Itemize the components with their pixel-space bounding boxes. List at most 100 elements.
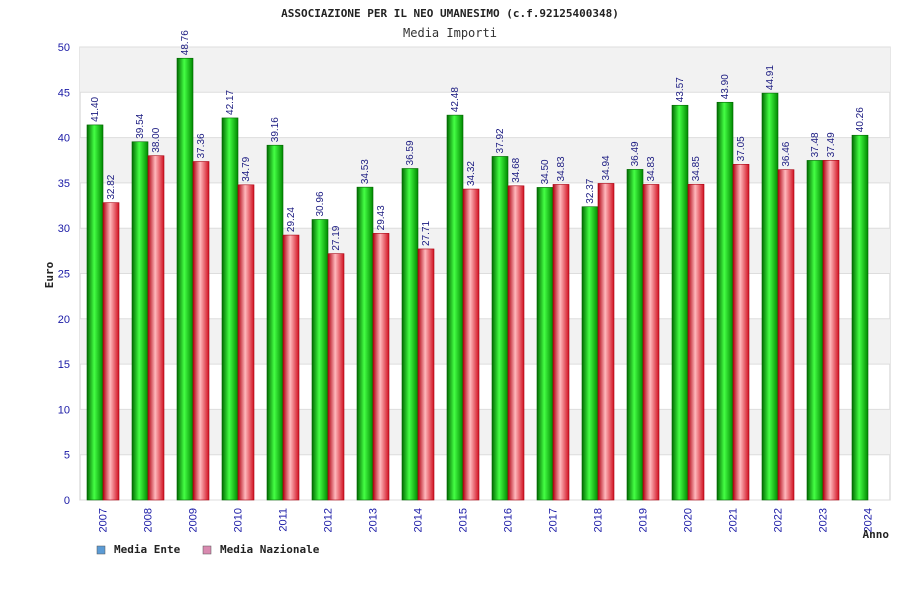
y-tick-label: 20 [58,314,70,326]
bar [491,156,509,501]
bar [401,168,419,501]
data-label: 36.46 [781,141,792,166]
data-label: 30.96 [315,191,326,216]
data-label: 34.85 [691,156,702,181]
bar [687,183,705,501]
data-label: 36.59 [405,140,416,165]
x-tick-label: 2007 [98,508,110,532]
y-tick-label: 35 [58,178,70,190]
data-label: 37.05 [736,136,747,161]
data-label: 34.94 [601,155,612,180]
bar [851,134,869,501]
data-label: 34.83 [646,156,657,181]
bars: 41.40 32.82 39.54 38.00 48.76 37.36 42.17 34.79… [86,30,869,501]
data-label: 37.49 [826,132,837,157]
bar [671,104,689,501]
x-tick-label: 2020 [683,508,695,532]
grid-band [80,47,890,93]
bar [777,169,795,501]
data-label: 34.32 [466,161,477,186]
data-label: 48.76 [180,30,191,55]
data-label: 44.91 [765,65,776,90]
data-label: 34.50 [540,159,551,184]
legend-label: Media Nazionale [220,543,320,556]
bar [581,206,599,501]
bar [716,101,734,501]
bar [102,202,120,501]
data-label: 37.36 [196,133,207,158]
grid-band [80,228,890,274]
bar [192,161,210,501]
bar [86,124,104,501]
data-label: 40.26 [855,107,866,132]
x-tick-label: 2022 [773,508,785,532]
data-label: 39.54 [135,113,146,138]
bar [327,253,345,501]
bar [732,164,750,501]
bar [642,184,660,501]
data-label: 41.40 [90,96,101,121]
data-label: 43.57 [675,77,686,102]
x-tick-label: 2021 [728,508,740,532]
bar [372,233,390,501]
data-label: 34.68 [511,157,522,182]
y-axis-label: Euro [43,261,56,288]
bar [356,186,374,501]
data-label: 29.43 [376,205,387,230]
bar [822,160,840,501]
bar [761,92,779,501]
x-axis-label: Anno [863,528,890,541]
bar [462,188,480,501]
data-label: 34.79 [241,156,252,181]
x-tick-label: 2012 [323,508,335,532]
bar [147,155,165,501]
x-tick-label: 2023 [818,508,830,532]
bar [597,183,615,501]
bar [221,117,239,501]
grid-band [80,318,890,365]
data-label: 32.82 [106,174,117,199]
data-label: 29.24 [286,207,297,232]
y-tick-label: 50 [58,42,70,54]
legend-swatch [202,545,212,555]
x-axis-ticks: 2007 2008 2009 2010 2011 2012 2013 2014 2015 2016… [98,508,875,532]
x-tick-label: 2014 [413,508,425,532]
bar [282,234,300,501]
data-label: 27.71 [421,220,432,245]
x-tick-label: 2008 [143,508,155,532]
data-label: 42.48 [450,87,461,112]
bar [417,248,435,501]
chart-subtitle: Media Importi [403,26,497,40]
data-label: 39.16 [270,117,281,142]
data-label: 36.49 [630,141,641,166]
y-tick-label: 0 [64,495,70,507]
grid-band [80,137,890,183]
data-label: 34.53 [360,159,371,184]
bar [626,169,644,501]
x-tick-label: 2010 [233,508,245,532]
bar [536,187,554,501]
y-tick-label: 5 [64,450,70,462]
bar [266,144,284,501]
data-label: 38.00 [151,127,162,152]
x-tick-label: 2015 [458,508,470,532]
data-label: 37.48 [810,132,821,157]
y-tick-label: 45 [58,87,70,99]
legend-label: Media Ente [114,543,181,556]
y-tick-label: 25 [58,269,70,281]
data-label: 42.17 [225,89,236,114]
bar [176,57,194,501]
x-tick-label: 2016 [503,508,515,532]
y-tick-label: 10 [58,404,70,416]
y-tick-label: 40 [58,133,70,145]
data-label: 43.90 [720,74,731,99]
bar [806,160,824,501]
y-axis-ticks: 0 5 10 15 20 25 30 35 40 45 50 [58,42,70,507]
y-tick-label: 30 [58,223,70,235]
bar [237,184,255,501]
x-tick-label: 2009 [188,508,200,532]
x-tick-label: 2024 [863,508,875,532]
data-label: 32.37 [585,178,596,203]
x-tick-label: 2013 [368,508,380,532]
